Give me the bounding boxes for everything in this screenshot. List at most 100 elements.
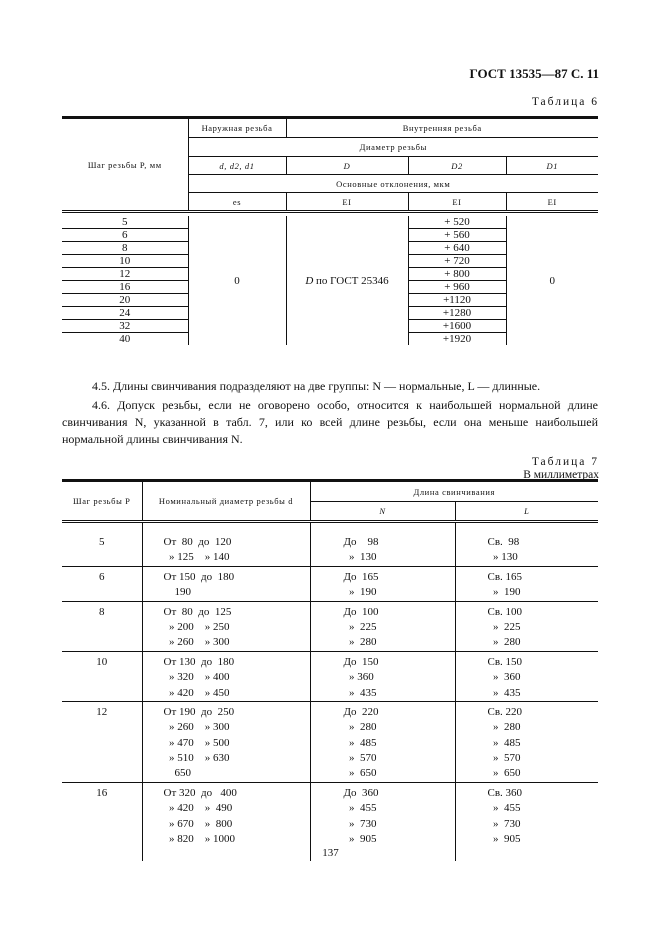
pitch-cell: 8 — [62, 601, 142, 652]
diameter-header: Номинальный диаметр резьбы d — [141, 479, 310, 523]
cell-line: » 280 — [487, 636, 521, 649]
pitch-cell: 16 — [62, 280, 188, 294]
cell-line: » 730 — [343, 817, 377, 830]
cell-line: До 220 — [343, 705, 379, 718]
D2-value: + 520 — [407, 216, 506, 229]
cell-line: Св. 360 — [487, 786, 523, 799]
pitch-cell: 6 — [62, 566, 142, 602]
cell-line: До 165 — [343, 570, 379, 583]
table-row: 6 От 150 до 180 190 До 165 » 190 Св. 165… — [62, 566, 598, 602]
cell-line: Св. 150 — [487, 655, 523, 668]
pitch-cell: 40 — [119, 333, 131, 345]
paragraph-4-6: 4.6. Допуск резьбы, если не оговорено ос… — [62, 398, 598, 446]
cell-line: » 225 — [487, 620, 521, 633]
table-row: 10 От 130 до 180 » 320 » 400 » 420 » 450… — [62, 651, 598, 702]
D2-value: +1280 — [407, 306, 506, 320]
cell-line: » 650 — [343, 767, 377, 780]
cell-line: От 130 до 180 — [163, 655, 235, 668]
D2-value: + 800 — [407, 267, 506, 281]
EI-header: EI — [505, 192, 599, 213]
page-number: 137 — [322, 847, 339, 859]
running-header: ГОСТ 13535—87 С. 11 — [469, 66, 599, 81]
table-row: 12 От 190 до 250 » 260 » 300 » 470 » 500… — [62, 701, 598, 783]
cell-line: » 360 — [487, 671, 521, 684]
N-header: N — [309, 501, 455, 523]
cell-line: » 570 — [343, 752, 377, 765]
cell-line: 190 — [163, 586, 192, 599]
EI-header: EI — [285, 192, 408, 213]
cell-line: » 320 » 400 — [163, 671, 230, 684]
cell-line: » 130 — [487, 551, 518, 564]
D2-value: +1600 — [407, 319, 506, 333]
cell-line: » 190 — [487, 586, 521, 599]
table6-caption: Таблица 6 — [531, 96, 599, 108]
diameter-header: Диаметр резьбы — [187, 137, 599, 157]
cell-line: » 670 » 800 — [163, 817, 233, 830]
cell-line: Св. 165 — [487, 570, 523, 583]
deviations-header: Основные отклонения, мкм — [187, 174, 599, 193]
D-header: D — [285, 156, 408, 175]
cell-line: » 650 — [487, 767, 521, 780]
pitch-cell: 20 — [62, 293, 188, 307]
cell-line: » 260 » 300 — [163, 636, 230, 649]
cell-line: От 150 до 180 — [163, 570, 235, 583]
pitch-cell: 32 — [62, 319, 188, 333]
cell-line: » 820 » 1000 — [163, 833, 235, 846]
paragraph-4-5: 4.5. Длины свинчивания подразделяют на д… — [92, 379, 541, 393]
L-header: L — [454, 501, 598, 523]
EI-header: EI — [407, 192, 506, 213]
pitch-cell: 12 — [62, 267, 188, 281]
cell-line: Св. 220 — [487, 705, 523, 718]
cell-line: От 320 до 400 — [163, 786, 237, 799]
cell-line: » 470 » 500 — [163, 736, 230, 749]
D2-header: D2 — [407, 156, 506, 175]
cell-line: Св. 98 — [487, 536, 520, 548]
external-header: Наружная резьба — [187, 116, 286, 138]
cell-line: » 420 » 450 — [163, 686, 230, 699]
pitch-cell: 16 — [96, 786, 108, 799]
cell-line: » 455 — [343, 802, 377, 815]
es-value: 0 — [187, 216, 286, 345]
cell-line: От 190 до 250 — [163, 705, 235, 718]
cell-line: » 200 » 250 — [163, 620, 230, 633]
pitch-cell: 8 — [62, 241, 188, 255]
D-value: D по ГОСТ 25346D по ГОСТ 25346 — [285, 216, 408, 345]
D2-value: +1120 — [407, 293, 506, 307]
es-header: es — [187, 192, 286, 213]
pitch-header: Шаг резьбы P — [62, 479, 142, 523]
cell-line: До 150 — [343, 655, 379, 668]
cell-line: Св. 100 — [487, 605, 523, 618]
cell-line: » 510 » 630 — [163, 752, 230, 765]
cell-line: От 80 до 125 — [163, 605, 232, 618]
cell-line: » 360 — [343, 671, 374, 684]
cell-line: До 98 — [343, 536, 379, 548]
table-6-body: 50D по ГОСТ 25346D по ГОСТ 25346+ 52006+… — [62, 216, 598, 345]
table-row: 16 От 320 до 400 » 420 » 490 » 670 » 800… — [62, 782, 598, 862]
pitch-cell: 5 — [62, 521, 142, 567]
table7-units: В миллиметрах — [523, 469, 599, 481]
table-7: Шаг резьбы P Номинальный диаметр резьбы … — [62, 479, 598, 862]
pitch-header: Шаг резьбы P, мм — [62, 116, 188, 213]
D1-value: 0 — [505, 216, 598, 345]
pitch-cell: 24 — [62, 306, 188, 320]
cell-line: » 485 — [487, 736, 521, 749]
cell-line: От 80 до 120 — [163, 536, 232, 548]
cell-line: » 280 — [343, 636, 377, 649]
cell-line: » 420 » 490 — [163, 802, 233, 815]
cell-line: » 905 — [343, 833, 377, 846]
table-row: 5 От 80 до 120 » 125 » 140 До 98 » 130 С… — [62, 521, 598, 567]
cell-line: » 905 — [487, 833, 521, 846]
cell-line: До 360 — [343, 786, 379, 799]
internal-header: Внутренняя резьба — [285, 116, 599, 138]
d-header: d, d2, d1 — [187, 156, 286, 175]
D2-value: + 640 — [407, 241, 506, 255]
D2-value: + 960 — [407, 280, 506, 294]
D2-value: +1920 — [407, 332, 506, 345]
table7-caption: Таблица 7 — [531, 456, 599, 468]
pitch-cell: 5 — [62, 216, 188, 229]
length-header: Длина свинчивания — [309, 479, 598, 502]
table-row: 8 От 80 до 125 » 200 » 250 » 260 » 300 Д… — [62, 601, 598, 652]
cell-line: До 100 — [343, 605, 379, 618]
cell-line: » 435 — [487, 686, 521, 699]
